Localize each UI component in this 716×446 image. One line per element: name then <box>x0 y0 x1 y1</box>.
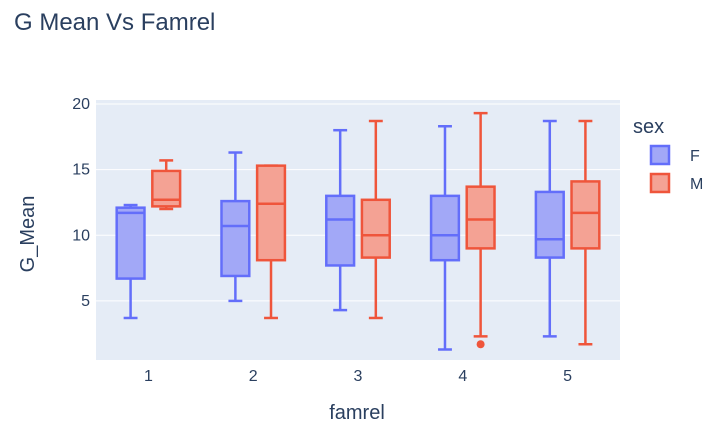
box-F-1[interactable] <box>115 203 146 320</box>
chart-title: G Mean Vs Famrel <box>14 9 215 36</box>
box-iqr <box>255 164 287 262</box>
legend-title: sex <box>633 116 664 138</box>
outlier-point <box>476 340 485 349</box>
y-tick-label: 20 <box>72 96 90 113</box>
legend-item-F[interactable]: F <box>649 144 700 166</box>
grid-lines <box>96 103 620 302</box>
y-axis-title: G_Mean <box>17 196 39 273</box>
x-tick-label: 5 <box>563 368 572 385</box>
y-tick-label: 15 <box>72 162 90 179</box>
box-M-3[interactable] <box>360 119 391 320</box>
box-iqr <box>465 185 496 250</box>
box-iqr <box>325 194 356 267</box>
x-axis-title: famrel <box>329 402 385 424</box>
box-M-5[interactable] <box>570 119 601 346</box>
box-iqr <box>360 198 391 259</box>
legend[interactable]: sex FM <box>633 116 703 194</box>
box-iqr <box>115 206 146 280</box>
plot-background <box>96 100 620 360</box>
y-tick-label: 10 <box>72 227 90 244</box>
legend-items[interactable]: FM <box>649 144 703 194</box>
box-F-4[interactable] <box>429 125 461 351</box>
box-iqr <box>220 199 251 278</box>
x-tick-label: 2 <box>249 368 258 385</box>
box-M-1[interactable] <box>151 159 182 211</box>
legend-label: M <box>690 176 703 193</box>
box-iqr <box>570 180 601 250</box>
x-tick-label: 1 <box>144 368 153 385</box>
box-M-4[interactable] <box>465 111 496 349</box>
legend-swatch <box>649 144 671 166</box>
y-axis-ticks: 5 10 15 20 <box>72 96 90 310</box>
x-tick-label: 4 <box>458 368 467 385</box>
box-iqr <box>534 190 565 259</box>
box-iqr <box>429 194 461 262</box>
legend-item-M[interactable]: M <box>649 172 703 194</box>
box-F-3[interactable] <box>325 128 356 312</box>
x-axis-ticks: 1 2 3 4 5 <box>144 368 572 385</box>
box-F-5[interactable] <box>534 119 565 338</box>
legend-label: F <box>690 148 700 165</box>
box-plots <box>115 111 601 351</box>
box-M-2[interactable] <box>255 164 287 320</box>
box-F-2[interactable] <box>220 151 251 303</box>
y-tick-label: 5 <box>81 293 90 310</box>
x-tick-label: 3 <box>354 368 363 385</box>
legend-swatch <box>649 172 671 194</box>
